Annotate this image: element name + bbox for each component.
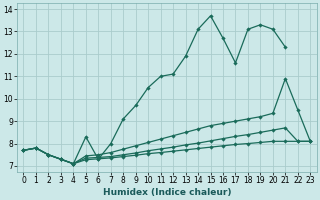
- X-axis label: Humidex (Indice chaleur): Humidex (Indice chaleur): [103, 188, 231, 197]
